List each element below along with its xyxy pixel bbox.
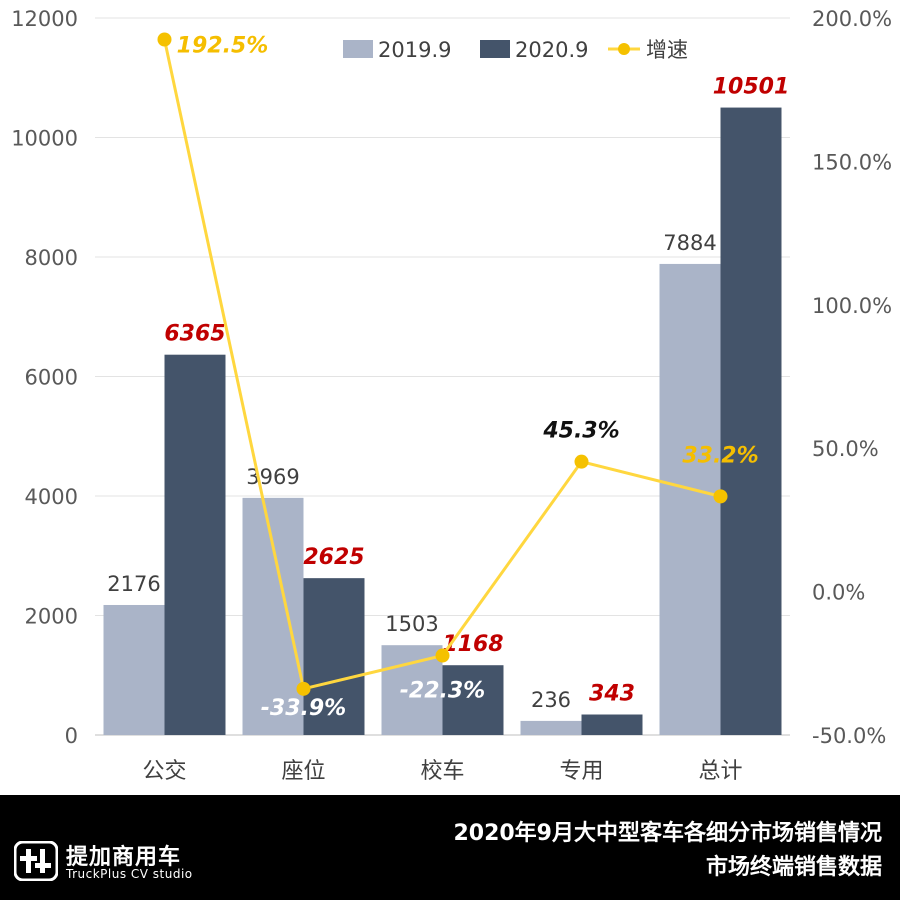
growth-data-labels: 192.5% -33.9% -22.3% 45.3% 33.2% [177,34,759,721]
combo-chart: 0 2000 4000 6000 8000 10000 12000 -50.0% 0.0% 50… [11,7,892,784]
bar-2020 [164,354,226,735]
right-axis-tick-label: 200.0% [812,7,892,31]
bar-series [103,107,782,735]
growth-line-series [157,32,728,696]
chart-caption: 2020年9月大中型客车各细分市场销售情况 市场终端销售数据 [453,817,882,885]
bar-label-2019: 1503 [385,612,438,636]
legend: 2019.9 2020.9 增速 [343,38,688,62]
left-axis-tick-label: 2000 [25,605,78,629]
left-axis-tick-label: 6000 [25,366,78,390]
bar-2019 [659,263,721,735]
left-axis-tick-label: 12000 [11,7,78,31]
growth-point [713,489,728,504]
right-axis-ticks: -50.0% 0.0% 50.0% 100.0% 150.0% 200.0% [812,7,892,748]
bar-label-2019: 2176 [107,572,160,596]
bar-2020 [581,714,643,735]
truckplus-logo-icon [14,841,58,881]
category-label: 公交 [142,759,186,784]
legend-marker-growth [618,43,630,55]
bar-2019 [242,497,304,735]
growth-label: 45.3% [542,419,619,444]
bar-label-2019: 7884 [663,231,716,255]
bar-label-2019: 236 [531,688,571,712]
bar-2019 [103,604,165,735]
growth-point [157,32,172,47]
category-label: 座位 [281,759,325,784]
bar-label-2020: 2625 [303,545,364,570]
legend-label-2020: 2020.9 [515,38,588,62]
left-axis-tick-label: 10000 [11,127,78,151]
right-axis-tick-label: -50.0% [812,724,886,748]
bar-label-2020: 6365 [164,322,225,347]
right-axis-tick-label: 150.0% [812,150,892,174]
bar-label-2020: 343 [589,682,635,707]
logo-name: 提加商用车 [66,845,182,870]
growth-label: 192.5% [177,34,269,59]
growth-point [435,648,450,663]
bar-label-2019: 3969 [246,465,299,489]
bar-label-2020: 1168 [442,632,503,657]
left-axis-tick-label: 8000 [25,246,78,270]
left-axis-tick-label: 0 [65,724,78,748]
right-axis-tick-label: 50.0% [812,437,879,461]
bar-2020 [442,665,504,735]
growth-label: -33.9% [261,696,346,721]
caption-line-1: 2020年9月大中型客车各细分市场销售情况 [453,821,882,846]
legend-label-2019: 2019.9 [378,38,451,62]
legend-swatch-2019 [343,40,373,58]
left-axis-tick-label: 4000 [25,485,78,509]
right-axis-tick-label: 100.0% [812,294,892,318]
category-label: 校车 [420,759,464,784]
growth-label: -22.3% [400,679,485,704]
right-axis-tick-label: 0.0% [812,581,865,605]
category-label: 总计 [698,759,742,784]
logo-subtitle: TruckPlus CV studio [66,867,193,881]
bar-label-2020: 10501 [713,75,790,100]
left-axis-ticks: 0 2000 4000 6000 8000 10000 12000 [11,7,78,748]
growth-label: 33.2% [682,443,758,468]
category-axis-labels: 公交 座位 校车 专用 总计 [142,759,742,784]
growth-point [296,681,311,696]
legend-label-growth: 增速 [646,38,688,62]
growth-point [574,454,589,469]
bar-2019 [520,720,582,735]
caption-line-2: 市场终端销售数据 [705,855,882,880]
bar-2020 [303,578,365,735]
bar-2019 [381,645,443,735]
bar-2020 [720,107,782,735]
category-label: 专用 [559,759,603,784]
footer-banner: 提加商用车 TruckPlus CV studio 2020年9月大中型客车各细… [0,795,900,900]
legend-swatch-2020 [480,40,510,58]
